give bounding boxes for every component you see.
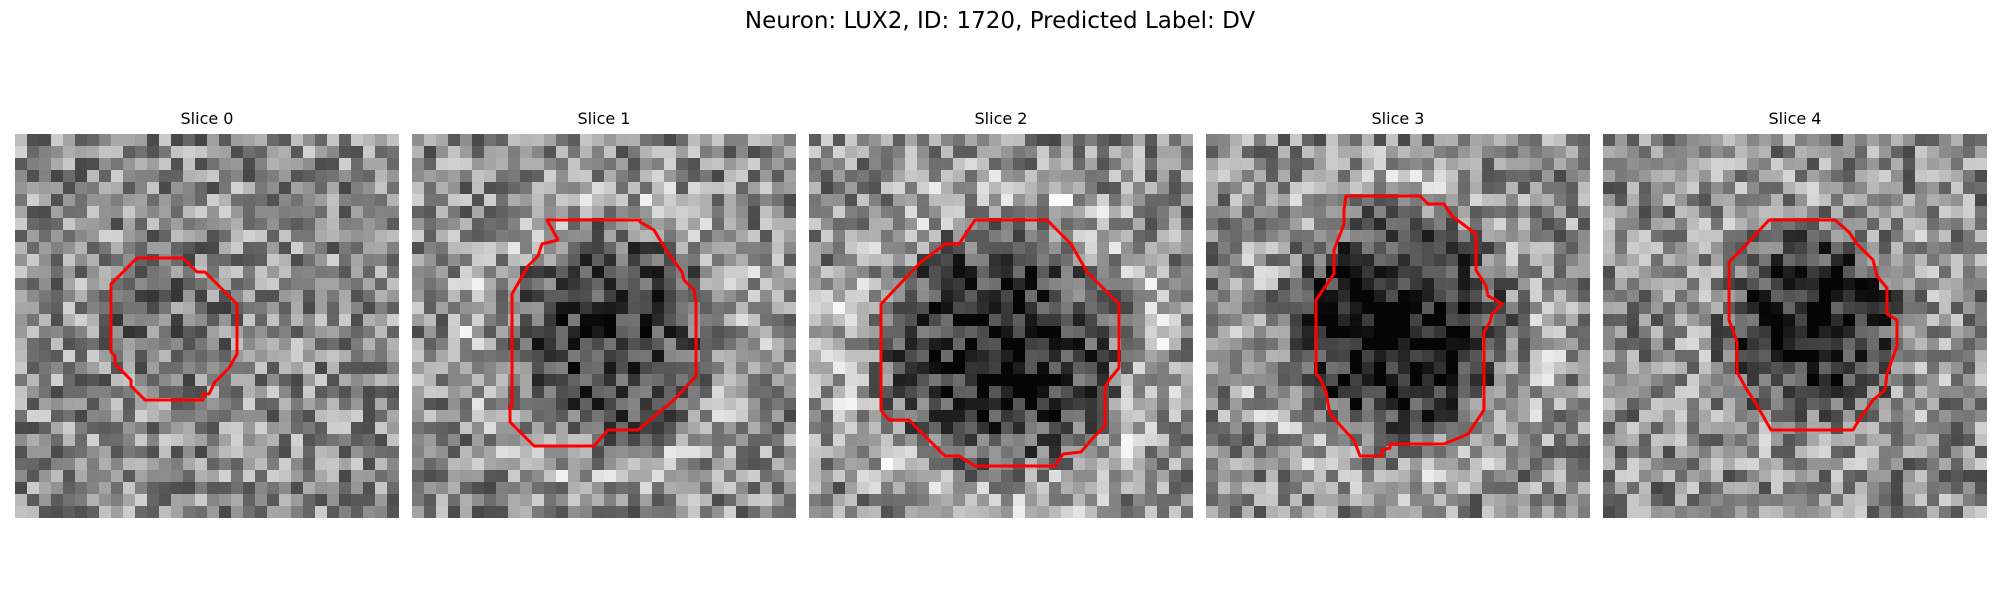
slice-panel-2: Slice 2	[809, 108, 1193, 518]
slice-image	[1603, 134, 1987, 518]
grayscale-pixels	[1206, 134, 1590, 518]
slice-title: Slice 2	[974, 109, 1028, 128]
grayscale-pixels	[15, 134, 399, 518]
slice-title: Slice 4	[1768, 109, 1822, 128]
grayscale-pixels	[1603, 134, 1987, 518]
grayscale-pixels	[809, 134, 1193, 518]
slice-image	[15, 134, 399, 518]
slice-panel-4: Slice 4	[1603, 108, 1987, 518]
slice-title: Slice 3	[1371, 109, 1425, 128]
neuron-contour	[109, 256, 239, 402]
grayscale-pixels	[412, 134, 796, 518]
neuron-contour	[508, 218, 698, 448]
slice-image	[412, 134, 796, 518]
slice-image	[1206, 134, 1590, 518]
slice-title: Slice 1	[577, 109, 631, 128]
neuron-contour	[1727, 218, 1899, 432]
slice-image	[809, 134, 1193, 518]
neuron-contour	[1314, 194, 1504, 458]
slice-title: Slice 0	[180, 109, 234, 128]
figure-title: Neuron: LUX2, ID: 1720, Predicted Label:…	[744, 8, 1256, 34]
slice-panel-0: Slice 0	[15, 108, 399, 518]
slice-panel-1: Slice 1	[412, 108, 796, 518]
slice-panel-3: Slice 3	[1206, 108, 1590, 518]
neuron-contour	[879, 218, 1121, 468]
